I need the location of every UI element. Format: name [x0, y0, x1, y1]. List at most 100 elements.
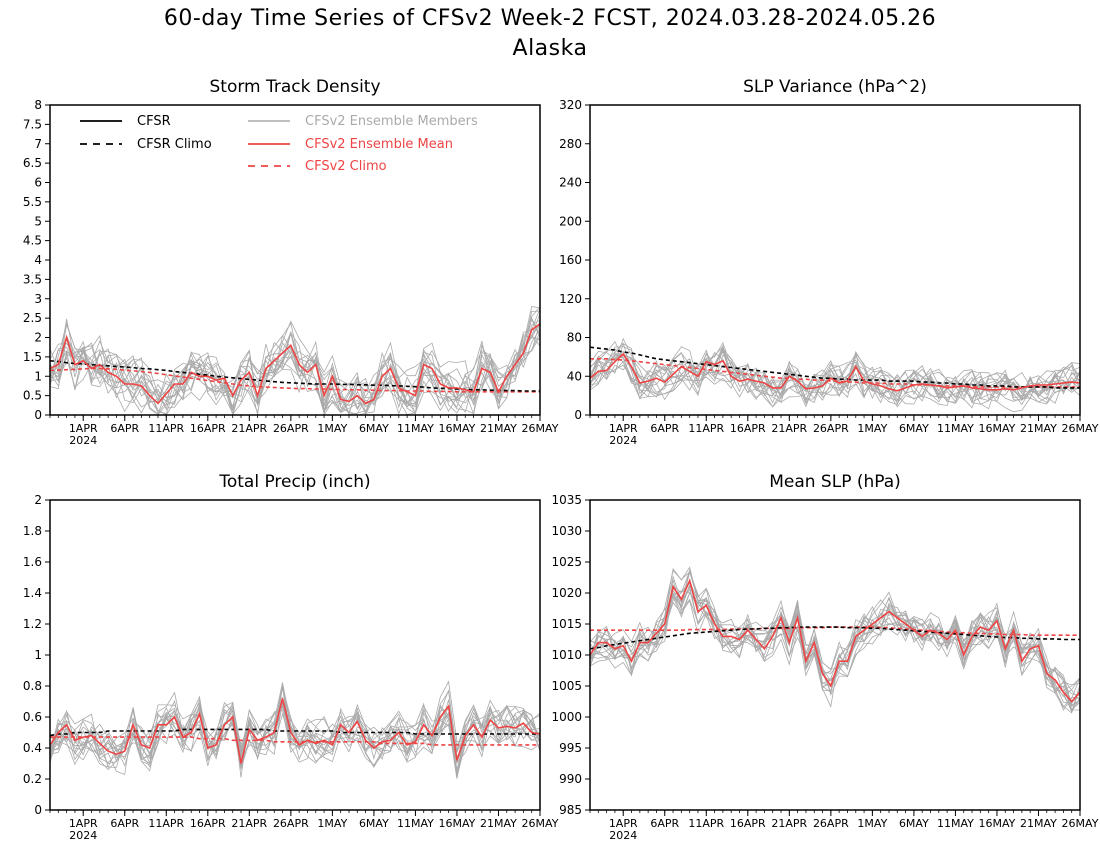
x-tick-label: 6MAY [359, 817, 389, 830]
ensemble-member-line [590, 583, 1080, 702]
y-tick-label: 0 [34, 803, 42, 817]
x-tick-label: 11APR [688, 422, 724, 435]
plot-area [50, 680, 540, 779]
x-tick-label: 11MAY [937, 422, 974, 435]
ensemble-member-line [50, 331, 540, 415]
x-tick-label: 26APR [273, 422, 309, 435]
ensemble-members [590, 337, 1080, 413]
y-tick-label: 1 [34, 648, 42, 662]
x-tick-label: 11MAY [937, 817, 974, 830]
title-line-1: 60-day Time Series of CFSv2 Week-2 FCST,… [163, 6, 937, 31]
series-cfsr-climo [50, 728, 540, 737]
legend-label: CFSv2 Ensemble Mean [305, 137, 453, 152]
y-tick-label: 1015 [551, 617, 582, 631]
x-tick-label: 1APR [609, 817, 638, 830]
y-tick-label: 0.5 [23, 389, 42, 403]
x-tick-label: 26MAY [1062, 817, 1099, 830]
x-tick-label: 6APR [110, 817, 139, 830]
y-tick-label: 0 [574, 408, 582, 422]
y-tick-label: 0.8 [23, 679, 42, 693]
y-tick-label: 1035 [551, 493, 582, 507]
x-tick-label: 21APR [231, 422, 267, 435]
ensemble-member-line [590, 356, 1080, 404]
x-tick-label: 6APR [650, 817, 679, 830]
panel-title: Total Precip (inch) [218, 472, 370, 492]
ensemble-member-line [590, 579, 1080, 697]
series-cfsv2-ensemble-mean [590, 578, 1080, 703]
ensemble-members [590, 566, 1080, 714]
y-tick-label: 1030 [551, 524, 582, 538]
x-tick-label: 26APR [813, 817, 849, 830]
y-tick-label: 240 [559, 176, 582, 190]
x-tick-label: 21APR [231, 817, 267, 830]
y-tick-label: 120 [559, 292, 582, 306]
y-tick-label: 280 [559, 137, 582, 151]
plot-area [590, 566, 1080, 714]
y-tick-label: 2 [34, 331, 42, 345]
y-tick-label: 40 [567, 369, 582, 383]
ensemble-member-line [590, 570, 1080, 711]
ensemble-member-line [50, 331, 540, 415]
x-tick-label: 16MAY [439, 817, 476, 830]
series-cfsv2-ensemble-mean [50, 323, 540, 405]
y-tick-label: 6 [34, 176, 42, 190]
ensemble-member-line [590, 337, 1080, 404]
ensemble-members [50, 306, 540, 415]
x-tick-label: 11MAY [397, 817, 434, 830]
y-tick-label: 1.6 [23, 555, 42, 569]
x-tick-label: 6APR [650, 422, 679, 435]
series-cfsr-climo [590, 626, 1080, 650]
panel-3: Total Precip (inch) 0 0.2 0.4 0.6 0.8 1 1.2 1.4 1… [23, 472, 559, 842]
y-tick-label: 0 [34, 408, 42, 422]
y-tick-label: 0.2 [23, 772, 42, 786]
x-tick-label: 1APR [609, 422, 638, 435]
y-tick-label: 2.5 [23, 311, 42, 325]
y-tick-label: 5.5 [23, 195, 42, 209]
x-tick-label: 11APR [148, 422, 184, 435]
y-tick-label: 7.5 [23, 117, 42, 131]
ensemble-member-line [50, 308, 540, 415]
x-tick-label: 16MAY [979, 422, 1016, 435]
y-tick-label: 6.5 [23, 156, 42, 170]
x-tick-label: 16APR [190, 817, 226, 830]
y-tick-label: 995 [559, 741, 582, 755]
ensemble-member-line [590, 343, 1080, 403]
ensemble-member-line [50, 322, 540, 411]
x-tick-label: 1MAY [857, 817, 887, 830]
x-tick-label: 21MAY [1020, 422, 1057, 435]
ensemble-member-line [50, 322, 540, 415]
y-tick-label: 1 [34, 369, 42, 383]
y-tick-label: 990 [559, 772, 582, 786]
y-tick-label: 985 [559, 803, 582, 817]
y-tick-label: 7 [34, 137, 42, 151]
x-tick-label: 26MAY [522, 422, 559, 435]
ensemble-member-line [590, 350, 1080, 408]
plot-area [50, 306, 540, 415]
y-tick-label: 3.5 [23, 272, 42, 286]
y-tick-label: 1025 [551, 555, 582, 569]
x-tick-label: 6MAY [359, 422, 389, 435]
y-tick-label: 0.6 [23, 710, 42, 724]
series-cfsv2-ensemble-mean [590, 352, 1080, 392]
series-cfsr-climo [590, 346, 1080, 389]
ensemble-member-line [590, 347, 1080, 409]
legend-label: CFSv2 Ensemble Members [305, 114, 478, 129]
x-year-label: 2024 [69, 434, 97, 447]
x-tick-label: 1APR [69, 422, 98, 435]
x-tick-label: 16MAY [439, 422, 476, 435]
legend-label: CFSv2 Climo [305, 159, 387, 174]
y-tick-label: 1.4 [23, 586, 42, 600]
x-tick-label: 21APR [771, 422, 807, 435]
x-tick-label: 21MAY [480, 422, 517, 435]
y-tick-label: 1.5 [23, 350, 42, 364]
ensemble-member-line [50, 316, 540, 415]
y-tick-label: 3 [34, 292, 42, 306]
title-line-2: Alaska [512, 36, 588, 61]
y-tick-label: 0.4 [23, 741, 42, 755]
ensemble-member-line [50, 313, 540, 415]
panel-title: SLP Variance (hPa^2) [743, 77, 927, 97]
y-tick-label: 1020 [551, 586, 582, 600]
x-year-label: 2024 [69, 829, 97, 842]
y-tick-label: 2 [34, 493, 42, 507]
